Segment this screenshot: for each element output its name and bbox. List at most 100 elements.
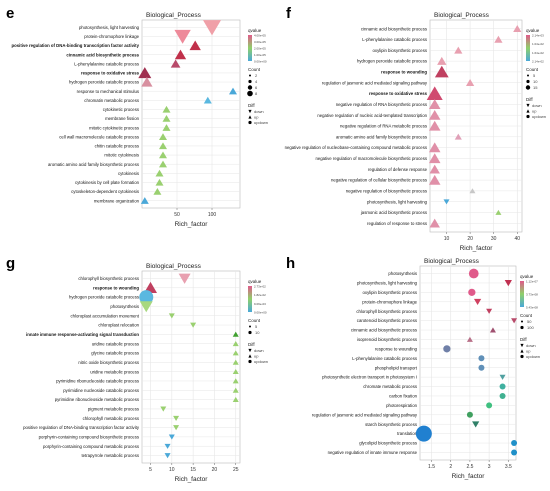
legend-count-marker [249,325,251,328]
y-tick-label: chromate metabolic process [363,384,417,389]
legend-diff-label: down [526,343,536,348]
legend-color-bar [526,35,530,61]
y-tick-label: porphyrin-containing compound biosynthet… [39,435,139,440]
y-tick-label: hydrogen peroxide catabolic process [357,59,427,64]
panel-f: f Biological_Process 10 20 30 40 Rich_factor ci… [285,5,546,252]
x-tick-label: 50 [174,212,180,218]
y-tick-label: oxylipin biosynthetic process [363,290,417,295]
data-point [486,308,493,314]
data-point [513,24,522,32]
legend-qvalue-label: 0.00e+00 [254,311,267,315]
y-tick-label: pyrimidine ribonucleoside metabolic proc… [55,397,139,402]
y-tick-label: response to mechanical stimulus [77,89,139,94]
y-tick-label: tetrapyrrole metabolic process [81,453,139,458]
y-tick-label: cytokinetic process [103,107,139,112]
y-tick-label: mitotic cytokinesis [104,153,139,158]
data-point [168,434,175,440]
y-tick-label: negative regulation of RNA biosynthetic … [336,102,427,107]
data-point [162,124,171,131]
legend-diff-title: Diff [526,97,533,102]
data-point [511,449,518,456]
y-tick-label: chitin catabolic process [95,144,139,149]
x-axis-label: Rich_factor [175,476,209,483]
y-tick-label: negative regulation of innate immune res… [328,450,418,455]
y-tick-label: nitric oxide biosynthetic process [78,360,139,365]
data-point [232,387,239,393]
y-tick-label: chloroplast accumulation movement [70,313,139,318]
legend-count-marker [247,85,253,90]
legend-qvalue-label: 2.14e-02 [532,60,544,64]
data-point [138,67,152,79]
legend-qvalue-label: 1.64e-02 [532,51,544,55]
data-point [232,340,239,347]
data-point [478,355,485,362]
data-point [162,105,171,113]
y-tick-label: porphyrin-containing compound metabolic … [43,444,139,449]
x-tick-label: 15 [190,467,196,473]
y-tick-label: isoprenoid biosynthetic process [357,337,417,342]
legend-diff-label: down [254,348,264,353]
legend-qvalue-label: 1.12e-07 [526,280,538,284]
legend-qvalue-title: qvalue [248,28,262,33]
y-tick-label: cinnamic acid biosynthetic process [361,26,427,31]
legend-count-marker [526,79,530,84]
x-axis-label: Rich_factor [175,221,209,228]
y-tick-label: response to wounding [93,285,139,290]
legend-count-label: 100 [527,325,534,330]
chart-title: Biological_Process [424,258,480,265]
x-tick-label: 5 [149,467,152,473]
legend-count-title: Count [248,67,261,72]
y-tick-label: aromatic amino acid family biosynthetic … [48,162,139,167]
y-tick-label: positive regulation of DNA-binding trans… [12,43,140,48]
legend-qvalue-label: 1.00e-05 [254,53,266,57]
legend-count-marker [521,320,523,323]
data-point [478,364,485,371]
y-tick-label: starch biosynthetic process [365,422,417,427]
data-point [141,76,153,87]
data-point [499,392,506,399]
y-tick-label: regulation of defense response [368,167,428,172]
data-point [428,99,441,109]
y-tick-label: chlorophyll biosynthetic process [78,276,139,281]
legend-count-label: 10 [533,79,538,84]
y-tick-label: cell wall macromolecule catabolic proces… [59,134,139,139]
legend-diff-marker [520,354,524,359]
plot-area [141,270,241,464]
legend-diff-label: updown [532,114,546,119]
data-point [173,425,180,431]
y-tick-label: uridine catabolic process [92,341,139,346]
panel-e: e Biological_Process 50 100 Rich_factor photo… [6,5,268,228]
data-point [155,178,164,186]
legend-count-label: 10 [255,330,260,335]
data-point [472,421,480,428]
data-point [511,318,518,324]
legend-qvalue-label: 0.00e+00 [254,60,267,64]
data-point [232,378,239,384]
y-tick-label: translation [397,431,417,436]
legend-diff-marker [248,120,252,125]
legend-qvalue-label: 4.00e-05 [254,34,266,38]
plot-area [141,19,241,209]
data-point [178,273,191,284]
y-tick-label: regulation of jasmonic acid mediated sig… [322,80,428,85]
y-tick-label: glycine catabolic process [91,351,139,356]
legend-diff-marker [248,354,252,358]
y-tick-label: negative regulation of nucleobase-contai… [285,145,427,150]
data-point [159,151,167,159]
legend-count-label: 8 [255,91,258,96]
panel-letter: e [6,5,14,22]
data-point [465,79,475,87]
legend-count-marker [247,90,253,97]
y-tick-label: glycolipid biosynthetic process [359,441,417,446]
legend-diff-marker [520,343,524,348]
data-point [160,406,167,412]
y-tick-label: pigment metabolic process [88,407,139,412]
y-tick-label: negative regulation of nucleic acid-temp… [317,113,427,118]
data-point [486,402,493,409]
x-tick-label: 40 [515,236,521,242]
legend-count-label: 6 [255,85,258,90]
legend-count-title: Count [520,313,533,318]
legend-qvalue-label: 2.00e-05 [254,47,266,51]
